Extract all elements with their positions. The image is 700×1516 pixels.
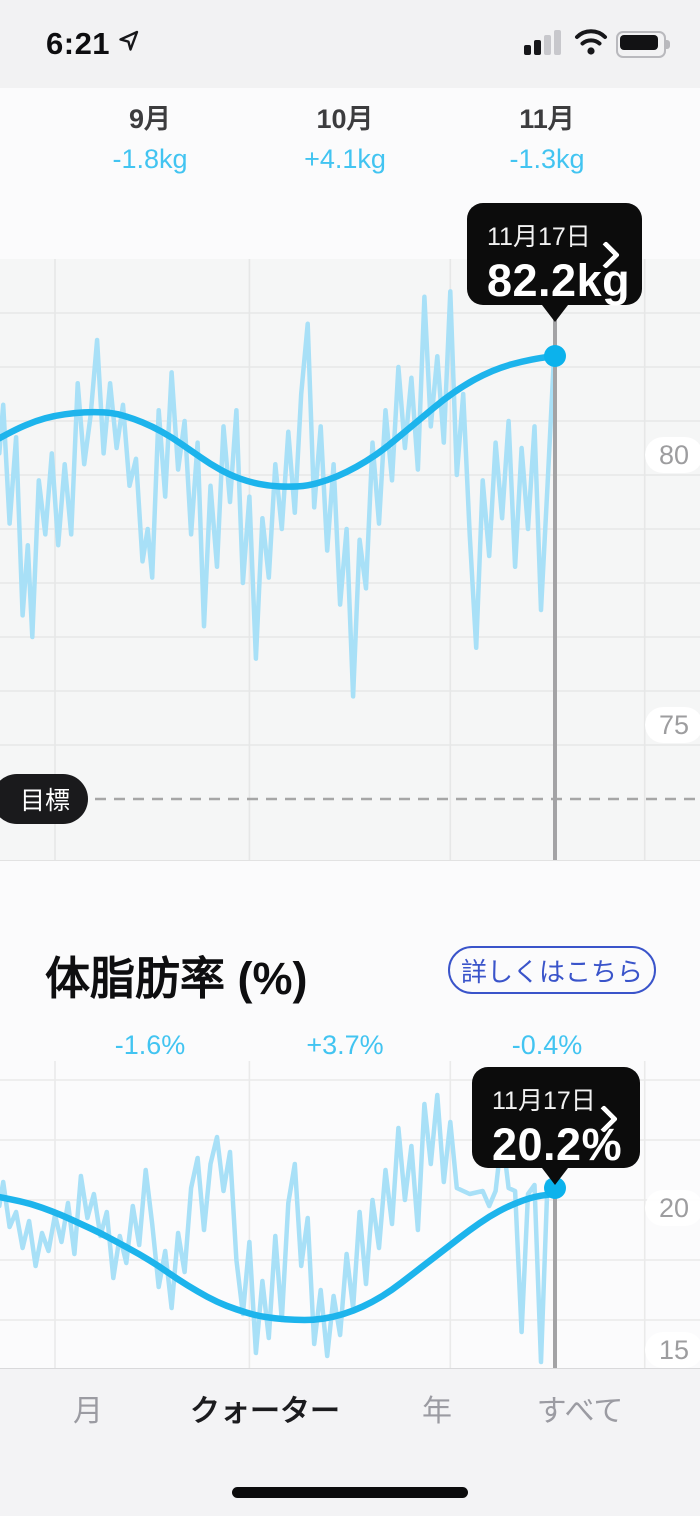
weight-ytick-75: 75 — [645, 707, 700, 743]
weight-ytick-80: 80 — [645, 437, 700, 473]
tab-month[interactable]: 月 — [73, 1395, 103, 1428]
bodyfat-change-oct: +3.7% — [306, 1030, 384, 1060]
clock: 6:21 — [46, 26, 111, 61]
tooltip-date: 11月17日 — [492, 1087, 596, 1115]
tooltip-value: 82.2kg — [487, 255, 631, 306]
details-button[interactable]: 詳しくはこちら — [448, 946, 656, 994]
month-change: -1.3kg — [509, 144, 585, 174]
bodyfat-tooltip[interactable]: 11月17日 20.2% — [472, 1067, 640, 1185]
bodyfat-ytick-15: 15 — [645, 1332, 700, 1368]
status-bar: 6:21 — [0, 0, 700, 88]
tooltip-date: 11月17日 — [487, 223, 591, 251]
month-label: 10月 — [316, 104, 374, 134]
bodyfat-change-nov: -0.4% — [511, 1030, 583, 1060]
month-change: +4.1kg — [304, 144, 386, 174]
home-indicator — [232, 1487, 468, 1498]
month-column-sep: 9月 -1.8kg — [65, 97, 235, 175]
weight-tooltip[interactable]: 11月17日 82.2kg — [467, 203, 642, 322]
cellular-signal-icon — [524, 30, 564, 55]
weight-selected-dot[interactable] — [544, 345, 566, 367]
tab-quarter[interactable]: クォーター — [190, 1395, 340, 1428]
month-change: -1.8kg — [112, 144, 188, 174]
wifi-icon — [575, 29, 607, 55]
bodyfat-section-title: 体脂肪率 (%) — [45, 953, 308, 1004]
month-label: 9月 — [128, 104, 172, 134]
tab-all[interactable]: すべて — [536, 1395, 624, 1428]
bodyfat-ytick-20: 20 — [645, 1190, 700, 1226]
bodyfat-scrubber-line[interactable] — [553, 1128, 557, 1368]
tooltip-value: 20.2% — [492, 1119, 623, 1170]
weight-scrubber-line[interactable] — [553, 318, 557, 860]
tab-year[interactable]: 年 — [422, 1395, 452, 1428]
bodyfat-change-sep: -1.6% — [114, 1030, 186, 1060]
weight-chart[interactable] — [0, 259, 700, 860]
month-column-nov: 11月 -1.3kg — [462, 97, 632, 175]
location-arrow-icon — [119, 30, 139, 51]
goal-badge: 目標 — [0, 774, 88, 824]
month-label: 11月 — [519, 104, 575, 134]
month-column-oct: 10月 +4.1kg — [260, 97, 430, 175]
battery-icon — [616, 31, 670, 58]
